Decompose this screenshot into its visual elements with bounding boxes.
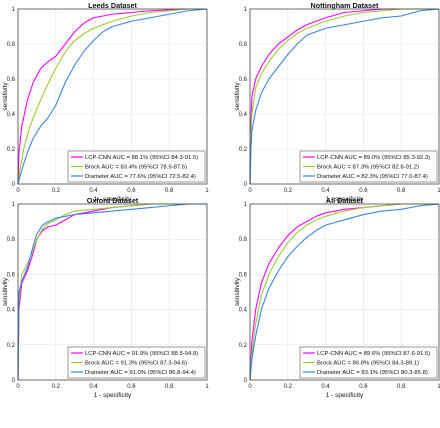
roc-curve-diameter bbox=[17, 8, 208, 185]
chart-title: Leeds Dataset bbox=[88, 1, 137, 10]
legend-entry: Diameter AUC = 82.3% (95%CI 77.0-87.4) bbox=[317, 174, 428, 180]
legend-entry: Diameter AUC = 77.6% (95%CI 72.5-82.4) bbox=[85, 174, 196, 180]
legend-entry: LCP-CNN AUC = 91.9% (95%CI 88.5-94.9) bbox=[85, 351, 198, 357]
y-axis-label: sensitivity bbox=[2, 82, 9, 111]
x-tick-label: 0.4 bbox=[89, 384, 98, 390]
x-axis-label: 1 - specificity bbox=[94, 196, 132, 203]
legend-entry: Diameter AUC = 91.0% (95%CI 86.8-94.4) bbox=[85, 370, 196, 376]
x-tick-label: 0 bbox=[248, 188, 252, 194]
x-tick-label: 0.6 bbox=[359, 384, 368, 390]
x-tick-label: 0 bbox=[16, 188, 20, 194]
x-tick-label: 0 bbox=[248, 384, 252, 390]
axes-frame bbox=[249, 8, 440, 185]
y-tick-label: 0.8 bbox=[7, 42, 16, 48]
y-tick-label: 0.6 bbox=[7, 272, 16, 278]
roc-panel-oxford-dataset: 0 0.2 0.4 0.6 0.8 1 0 0.2 0.4 0.6 0.8 1 Oxford Datas… bbox=[2, 196, 209, 399]
roc-panel-leeds-dataset: 0 0.2 0.4 0.6 0.8 1 0 0.2 0.4 0.6 0.8 1 Leeds Datase… bbox=[2, 1, 209, 203]
y-tick-label: 1 bbox=[12, 202, 16, 208]
y-tick-label: 0.4 bbox=[239, 308, 248, 314]
y-axis-label: sensitivity bbox=[2, 277, 9, 306]
y-axis-label: sensitivity bbox=[234, 277, 241, 306]
x-axis-label: 1 - specificity bbox=[326, 196, 364, 203]
y-tick-label: 0.4 bbox=[7, 112, 16, 118]
legend-entry: Brock AUC = 86.8% (95%CI 84.3-89.1) bbox=[317, 361, 419, 367]
legend-entry: Diameter AUC = 83.1% (95%CI 80.3-85.8) bbox=[317, 370, 428, 376]
legend: LCP-CNN AUC = 88.1% (95%CI 84.3-91.5) Bro… bbox=[67, 150, 206, 183]
x-tick-label: 1 bbox=[437, 384, 440, 390]
y-tick-label: 1 bbox=[12, 7, 16, 13]
y-tick-label: 0.2 bbox=[7, 147, 16, 153]
x-tick-label: 0.6 bbox=[127, 384, 136, 390]
legend-entry: LCP-CNN AUC = 88.1% (95%CI 84.3-91.5) bbox=[85, 155, 198, 161]
y-tick-label: 0 bbox=[244, 378, 248, 384]
roc-curve-brock bbox=[17, 8, 207, 185]
y-tick-label: 0.4 bbox=[7, 308, 16, 314]
axes-frame bbox=[17, 8, 208, 185]
y-tick-label: 0 bbox=[12, 378, 16, 384]
y-axis-label: sensitivity bbox=[234, 82, 241, 111]
roc-panel-nottingham-dataset: 0 0.2 0.4 0.6 0.8 1 0 0.2 0.4 0.6 0.8 1 Nottingham D… bbox=[234, 1, 440, 203]
x-tick-label: 1 bbox=[437, 188, 440, 194]
roc-curve-diameter bbox=[249, 203, 440, 381]
x-tick-label: 1 bbox=[205, 188, 209, 194]
x-tick-label: 0.2 bbox=[52, 384, 61, 390]
x-tick-label: 0.2 bbox=[52, 188, 61, 194]
x-tick-label: 0.8 bbox=[165, 384, 174, 390]
y-tick-label: 0.6 bbox=[239, 77, 248, 83]
axes-frame bbox=[249, 203, 440, 381]
y-tick-label: 0.2 bbox=[239, 343, 248, 349]
y-tick-label: 0.2 bbox=[239, 147, 248, 153]
y-tick-label: 1 bbox=[244, 202, 248, 208]
roc-curve-brock bbox=[249, 8, 439, 185]
y-tick-label: 0.8 bbox=[239, 42, 248, 48]
legend: LCP-CNN AUC = 89.0% (95%CI 85.3-92.3) Bro… bbox=[299, 150, 438, 183]
legend-box bbox=[299, 150, 438, 183]
x-tick-label: 0.4 bbox=[321, 188, 330, 194]
chart-title: All Dataset bbox=[326, 196, 364, 205]
roc-curve-diameter bbox=[17, 203, 207, 381]
roc-curve-lcp-cnn bbox=[17, 8, 207, 185]
x-axis-label: 1 - specificity bbox=[94, 392, 132, 399]
y-tick-label: 0.6 bbox=[239, 272, 248, 278]
legend-box bbox=[67, 346, 206, 379]
x-axis-label: 1 - specificity bbox=[326, 392, 364, 399]
x-tick-label: 1 bbox=[205, 384, 209, 390]
roc-curve-brock bbox=[249, 203, 439, 381]
chart-title: Oxford Dataset bbox=[87, 196, 139, 205]
y-tick-label: 1 bbox=[244, 7, 248, 13]
legend: LCP-CNN AUC = 91.9% (95%CI 88.5-94.9) Bro… bbox=[67, 346, 206, 379]
x-tick-label: 0.2 bbox=[284, 188, 293, 194]
y-tick-label: 0.2 bbox=[7, 343, 16, 349]
legend-entry: LCP-CNN AUC = 89.0% (95%CI 85.3-92.3) bbox=[317, 155, 430, 161]
legend-entry: Brock AUC = 91.3% (95%CI 87.3-94.6) bbox=[85, 361, 187, 367]
x-tick-label: 0 bbox=[16, 384, 20, 390]
x-tick-label: 0.6 bbox=[127, 188, 136, 194]
y-tick-label: 0 bbox=[244, 182, 248, 188]
x-tick-label: 0.4 bbox=[89, 188, 98, 194]
legend-entry: Brock AUC = 87.3% (95%CI 82.8-91.2) bbox=[317, 165, 419, 171]
legend-box bbox=[299, 346, 438, 379]
axes-frame bbox=[17, 203, 208, 381]
y-tick-label: 0 bbox=[12, 182, 16, 188]
y-tick-label: 0.8 bbox=[7, 237, 16, 243]
legend-entry: Brock AUC = 83.4% (95%CI 78.9-87.5) bbox=[85, 165, 187, 171]
roc-panel-all-dataset: 0 0.2 0.4 0.6 0.8 100.20.40.60.81 All Dataset1… bbox=[234, 196, 440, 399]
roc-curve-diameter bbox=[249, 8, 440, 185]
x-tick-label: 0.6 bbox=[359, 188, 368, 194]
legend-entry: LCP-CNN AUC = 89.6% (95%CI 87.6-91.5) bbox=[317, 351, 430, 357]
x-tick-label: 0.2 bbox=[284, 384, 293, 390]
y-tick-label: 0.6 bbox=[7, 77, 16, 83]
x-tick-label: 0.8 bbox=[165, 188, 174, 194]
chart-title: Nottingham Dataset bbox=[311, 1, 379, 10]
legend-box bbox=[67, 150, 206, 183]
y-tick-label: 0.4 bbox=[239, 112, 248, 118]
legend: LCP-CNN AUC = 89.6% (95%CI 87.6-91.5) Bro… bbox=[299, 346, 438, 379]
x-tick-label: 0.8 bbox=[397, 384, 406, 390]
x-tick-label: 0.4 bbox=[321, 384, 330, 390]
y-tick-label: 0.8 bbox=[239, 237, 248, 243]
x-tick-label: 0.8 bbox=[397, 188, 406, 194]
